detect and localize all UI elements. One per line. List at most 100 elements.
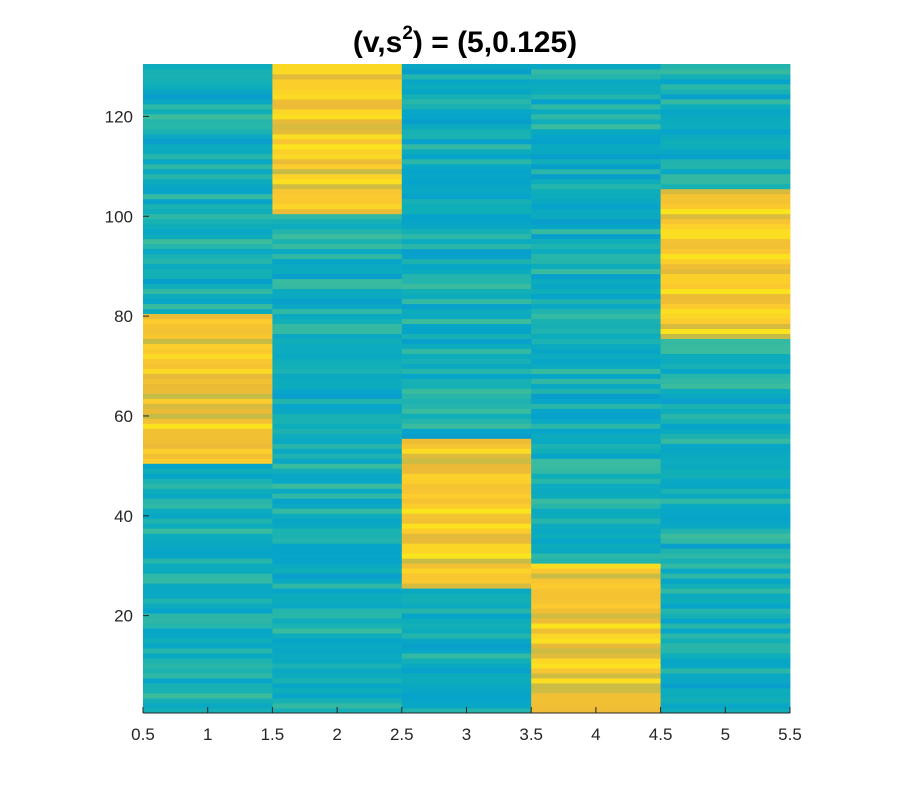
- heatmap-cell: [401, 678, 532, 684]
- heatmap-cell: [272, 448, 403, 454]
- heatmap-cell: [143, 198, 273, 205]
- heatmap-cell: [401, 93, 532, 100]
- heatmap-cell: [660, 153, 791, 160]
- heatmap-cell: [660, 588, 791, 594]
- heatmap-cell: [143, 303, 273, 310]
- heatmap-cell: [660, 253, 791, 260]
- heatmap-cell: [143, 228, 273, 235]
- heatmap-cell: [143, 613, 273, 619]
- heatmap-cell: [531, 703, 661, 709]
- heatmap-cell: [143, 258, 273, 265]
- heatmap-cell: [143, 208, 273, 215]
- heatmap-cell: [272, 318, 403, 324]
- heatmap-cell: [272, 663, 403, 669]
- heatmap-cell: [401, 528, 532, 534]
- heatmap-cell: [272, 438, 403, 444]
- heatmap-cell: [143, 528, 273, 534]
- heatmap-cell: [272, 133, 403, 140]
- heatmap-cell: [401, 518, 532, 524]
- heatmap-cell: [401, 233, 532, 240]
- heatmap-cell: [401, 658, 532, 664]
- heatmap-cell: [143, 278, 273, 285]
- heatmap-cell: [660, 298, 791, 305]
- heatmap-cell: [401, 413, 532, 419]
- heatmap-cell: [272, 163, 403, 170]
- heatmap-cell: [401, 418, 532, 424]
- heatmap-cell: [531, 628, 661, 634]
- heatmap-cell: [143, 618, 273, 624]
- heatmap-cell: [531, 468, 661, 474]
- heatmap-cell: [401, 673, 532, 679]
- heatmap-cell: [401, 323, 532, 329]
- heatmap-cell: [401, 138, 532, 145]
- heatmap-cell: [660, 168, 791, 175]
- heatmap-cell: [660, 673, 791, 679]
- heatmap-cell: [401, 473, 532, 479]
- heatmap-cell: [401, 253, 532, 260]
- heatmap-cell: [531, 568, 661, 574]
- heatmap-cell: [531, 228, 661, 235]
- heatmap-cell: [272, 393, 403, 399]
- heatmap-cell: [401, 228, 532, 235]
- chart-title-pre: (v,s: [353, 26, 402, 59]
- heatmap-cell: [401, 263, 532, 270]
- heatmap-cell: [143, 83, 273, 90]
- heatmap-cell: [531, 368, 661, 374]
- heatmap-cell: [531, 208, 661, 215]
- heatmap-cell: [401, 423, 532, 429]
- heatmap-cell: [531, 183, 661, 190]
- heatmap-cell: [531, 463, 661, 469]
- heatmap-cell: [401, 213, 532, 220]
- heatmap-cell: [531, 68, 661, 75]
- heatmap-cell: [401, 533, 532, 539]
- heatmap-cell: [272, 643, 403, 649]
- heatmap-cell: [531, 363, 661, 369]
- heatmap-cell: [531, 248, 661, 255]
- heatmap-cell: [660, 343, 791, 349]
- heatmap-cell: [272, 548, 403, 554]
- heatmap-cell: [531, 153, 661, 160]
- heatmap-cell: [401, 333, 532, 339]
- heatmap-cell: [143, 233, 273, 240]
- heatmap-cell: [531, 218, 661, 225]
- heatmap-cell: [401, 628, 532, 634]
- heatmap-cell: [401, 248, 532, 255]
- heatmap-cell: [660, 483, 791, 489]
- heatmap-cell: [660, 368, 791, 374]
- heatmap-cell: [143, 273, 273, 280]
- heatmap-cell: [143, 64, 273, 70]
- heatmap-cell: [143, 103, 273, 110]
- heatmap-cell: [272, 218, 403, 225]
- heatmap-cell: [531, 473, 661, 479]
- heatmap-cell: [660, 143, 791, 150]
- heatmap-cell: [401, 593, 532, 599]
- heatmap-cell: [272, 473, 403, 479]
- heatmap-cell: [401, 178, 532, 185]
- heatmap-cell: [660, 278, 791, 285]
- heatmap-cell: [143, 323, 273, 329]
- heatmap-cell: [272, 183, 403, 190]
- heatmap-cell: [660, 203, 791, 210]
- heatmap-cell: [401, 163, 532, 170]
- heatmap-cell: [660, 698, 791, 704]
- heatmap-cell: [660, 388, 791, 394]
- heatmap-cell: [401, 468, 532, 474]
- heatmap-cell: [401, 218, 532, 225]
- heatmap-cell: [143, 448, 273, 454]
- heatmap-cell: [660, 363, 791, 369]
- y-tick-label: 60: [114, 407, 133, 426]
- heatmap-cell: [660, 123, 791, 130]
- heatmap-cell: [401, 283, 532, 290]
- heatmap-cell: [660, 498, 791, 504]
- heatmap-cell: [143, 203, 273, 210]
- heatmap-cell: [272, 123, 403, 130]
- heatmap-cell: [143, 403, 273, 409]
- heatmap-cell: [401, 73, 532, 80]
- heatmap-cell: [401, 358, 532, 364]
- heatmap-cell: [272, 373, 403, 379]
- heatmap-cell: [143, 433, 273, 439]
- heatmap-cell: [272, 613, 403, 619]
- heatmap-cell: [401, 303, 532, 310]
- heatmap-cell: [531, 323, 661, 329]
- heatmap-cell: [401, 373, 532, 379]
